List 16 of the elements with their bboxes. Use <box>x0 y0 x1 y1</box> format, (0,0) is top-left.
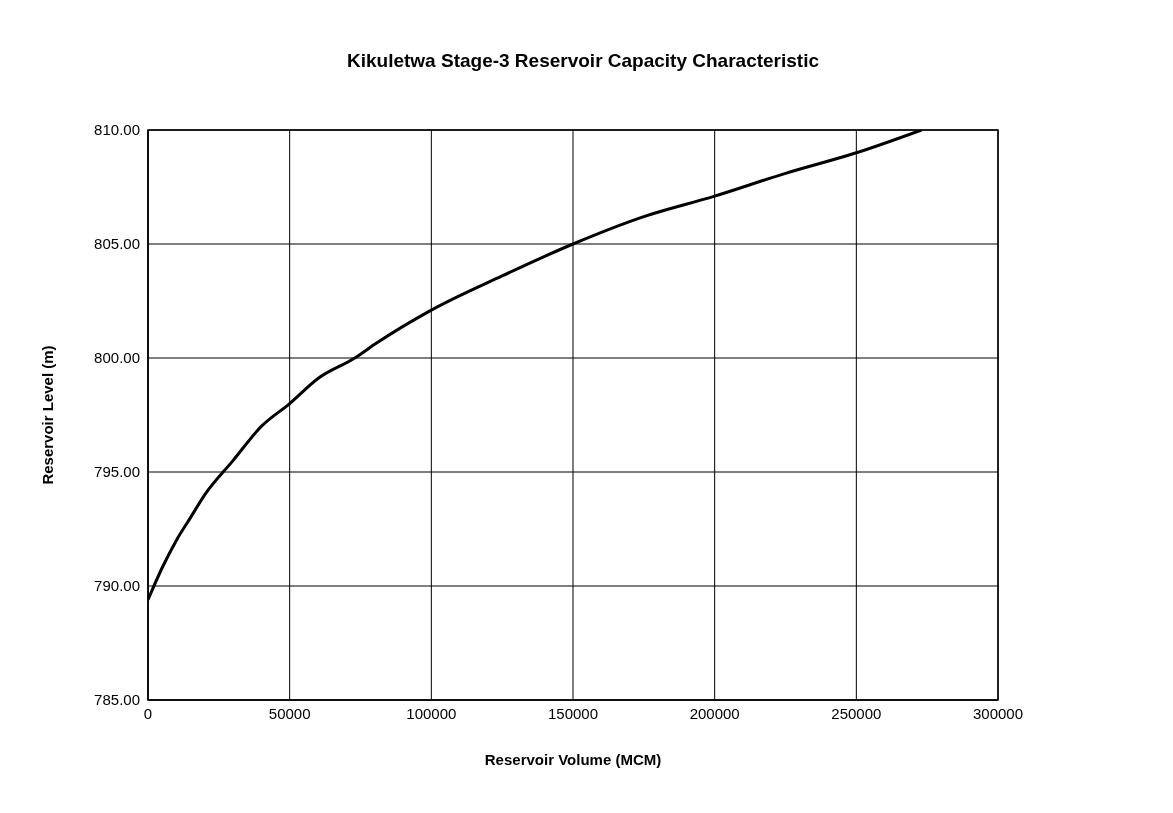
y-tick-label: 810.00 <box>94 121 140 139</box>
x-axis-title: Reservoir Volume (MCM) <box>484 751 662 768</box>
y-tick-label: 785.00 <box>94 691 140 709</box>
x-tick-label: 100000 <box>406 704 457 722</box>
chart-title: Kikuletwa Stage-3 Reservoir Capacity Characteristic <box>346 50 820 73</box>
y-tick-label: 800.00 <box>94 349 140 367</box>
x-tick-label: 300000 <box>972 704 1024 722</box>
x-tick-label: 50000 <box>268 704 311 722</box>
x-tick-label: 200000 <box>689 704 740 722</box>
x-tick-label: 150000 <box>547 704 599 722</box>
y-tick-label: 805.00 <box>94 235 140 253</box>
y-tick-label: 795.00 <box>94 463 140 481</box>
x-tick-label: 0 <box>143 704 153 722</box>
y-axis-title: Reservoir Level (m) <box>39 345 57 485</box>
y-tick-label: 790.00 <box>94 577 140 595</box>
x-tick-label: 250000 <box>831 704 882 722</box>
